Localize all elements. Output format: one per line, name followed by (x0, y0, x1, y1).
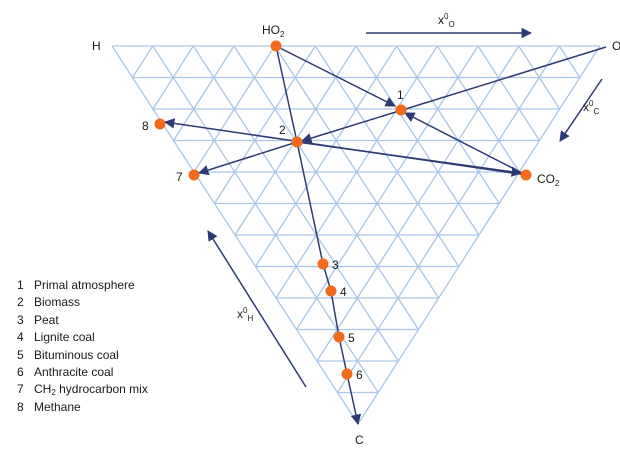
point-label-8: 8 (142, 119, 149, 133)
grid-line (558, 45, 581, 78)
corner-label-c: C (355, 433, 364, 447)
legend-item: 2 Biomass (17, 295, 81, 310)
point-5 (333, 331, 345, 343)
point-3 (317, 258, 329, 270)
xh-axis-arrow (207, 230, 307, 388)
grid-line (336, 45, 560, 393)
point-2 (291, 136, 303, 148)
point-ho2 (270, 40, 282, 52)
point-label-2: 2 (279, 123, 286, 137)
point-label-3: 3 (332, 258, 339, 272)
arrow-o-to-2 (300, 46, 607, 144)
legend-item: 4 Lignite coal (17, 330, 95, 345)
grid-line (193, 45, 276, 173)
grid-line (316, 45, 520, 362)
arrow-ho2-to-1 (275, 45, 396, 107)
point-label-7: 7 (176, 170, 183, 184)
arrow-co2-to-8 (163, 118, 527, 176)
point-label-1: 1 (397, 88, 404, 102)
arrow-co2-to-1 (404, 112, 527, 176)
grid-line (152, 45, 194, 110)
legend-item: 5 Bituminous coal (17, 347, 119, 362)
grid-line (477, 45, 541, 141)
point-co2 (520, 169, 532, 181)
legend-item: 1 Primal atmosphere (17, 278, 135, 292)
triangular-grid (111, 45, 601, 425)
grid-line (275, 45, 438, 299)
grid-line (357, 45, 601, 425)
grid-line (131, 45, 154, 78)
xc-axis-arrow (559, 78, 603, 142)
point-1 (395, 104, 407, 116)
grid-line (172, 45, 235, 141)
grid-line (396, 45, 500, 204)
legend: 1 Primal atmosphere 2 Biomass 3 Peat 4 Ligni… (17, 277, 148, 416)
grid-line (295, 45, 479, 330)
corner-label-h: H (92, 39, 101, 53)
grid-line (213, 45, 316, 204)
point-7 (188, 169, 200, 181)
xo-axis-label: x0O (438, 12, 455, 29)
point-label-5: 5 (348, 331, 355, 345)
co2-label: CO2 (537, 172, 560, 188)
grid-line (233, 45, 420, 330)
grid-line (314, 45, 460, 267)
point-label-6: 6 (356, 368, 363, 382)
point-4 (325, 285, 337, 297)
point-6 (341, 368, 353, 380)
legend-item: 3 Peat (17, 312, 59, 327)
arrow-2-to-7 (197, 141, 298, 176)
grid-line (152, 45, 379, 393)
grid-line (254, 45, 398, 267)
legend-item: 7 CH2 hydrocarbon mix (17, 382, 148, 398)
ho2-label: HO2 (262, 23, 285, 39)
point-label-4: 4 (340, 285, 347, 299)
xh-axis-label: x0H (237, 306, 253, 323)
point-8 (154, 118, 166, 130)
legend-item: 8 Methane (17, 399, 81, 414)
corner-label-o: O (612, 39, 620, 53)
legend-item: 6 Anthracite coal (17, 365, 114, 380)
xc-axis-label: x0C (583, 99, 599, 116)
